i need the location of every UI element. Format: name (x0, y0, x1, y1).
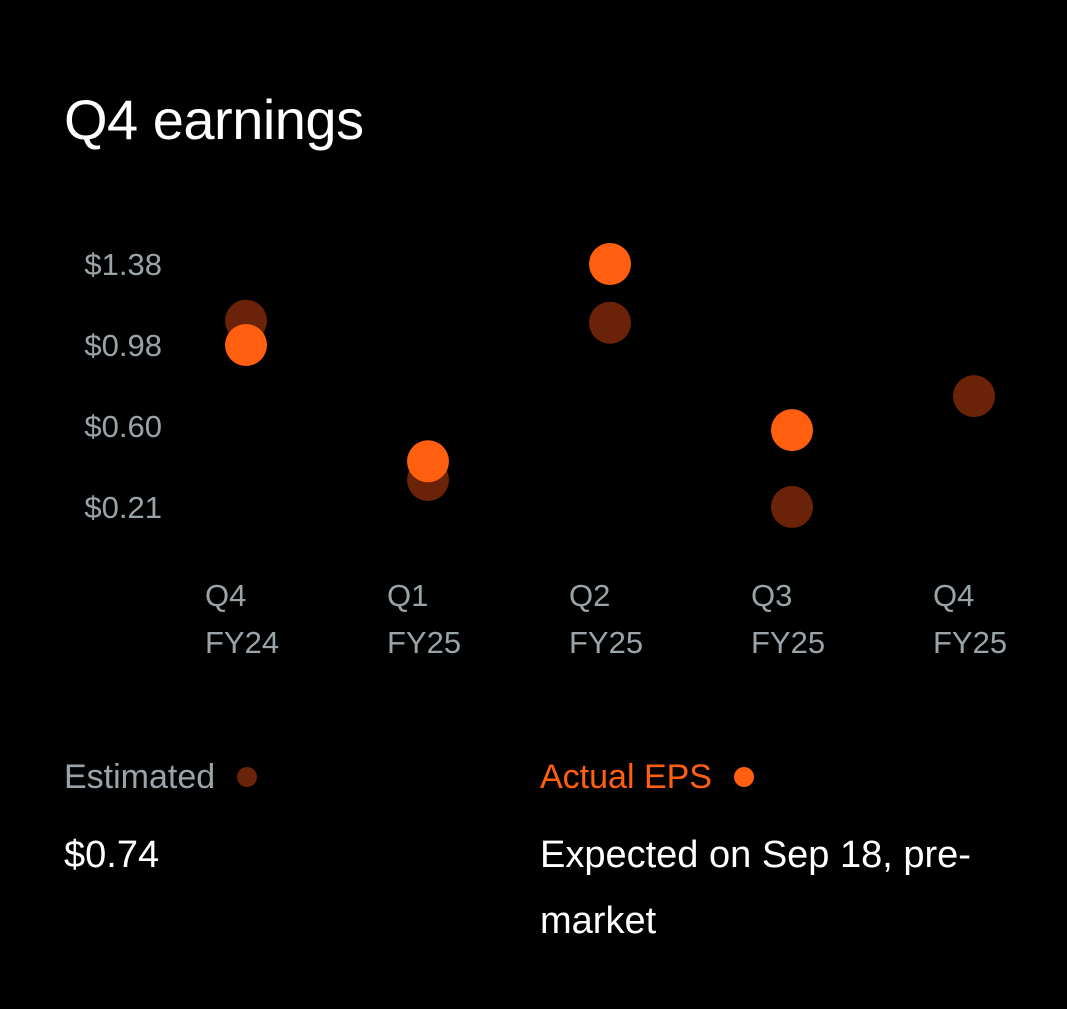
y-tick-label: $0.60 (84, 409, 162, 444)
actual-point (589, 243, 631, 285)
legend-estimated-value: $0.74 (64, 834, 160, 876)
x-tick-label: Q4 (205, 578, 246, 613)
eps-scatter-chart: $1.38 $0.98 $0.60 $0.21 Q4 FY24 Q1 FY25 Q2 FY25 Q3… (84, 243, 1007, 660)
x-tick-label: Q3 (751, 578, 792, 613)
card-title: Q4 earnings (64, 88, 364, 151)
estimated-point (589, 301, 631, 344)
legend-estimated-header: Estimated (64, 760, 524, 794)
legend-estimated-label: Estimated (64, 758, 216, 796)
y-tick-label: $0.21 (84, 490, 162, 525)
actual-point (771, 409, 813, 452)
x-tick-label: Q4 (933, 578, 974, 613)
actual-point (225, 324, 267, 366)
estimated-point (771, 486, 813, 528)
legend-actual-label: Actual EPS (540, 758, 712, 796)
legend-actual: Actual EPS Expected on Sep 18, pre-marke… (540, 760, 1000, 954)
estimated-dot-icon (237, 767, 258, 787)
legend-actual-value: Expected on Sep 18, pre-market (540, 834, 971, 942)
x-tick-label: FY25 (751, 625, 825, 660)
y-tick-label: $1.38 (84, 247, 162, 282)
legend-actual-header: Actual EPS (540, 760, 1000, 794)
actual-dot-icon (733, 767, 754, 787)
actual-point (407, 440, 449, 483)
x-tick-label: Q2 (569, 578, 610, 613)
estimated-point (953, 375, 995, 418)
y-tick-label: $0.98 (84, 328, 162, 363)
legend-estimated: Estimated $0.74 (64, 760, 524, 888)
x-tick-label: Q1 (387, 578, 428, 613)
x-tick-label: FY25 (387, 625, 461, 660)
x-tick-label: FY25 (569, 625, 643, 660)
x-tick-label: FY24 (205, 625, 279, 660)
x-tick-label: FY25 (933, 625, 1007, 660)
